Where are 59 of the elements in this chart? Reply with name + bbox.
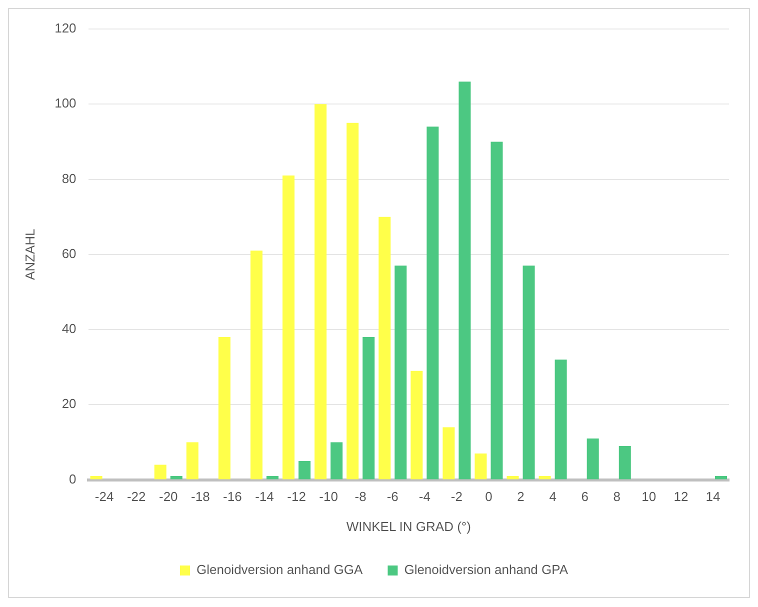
x-tick-label: -18 (191, 489, 210, 504)
x-tick-label: -6 (386, 489, 398, 504)
x-tick-label: -14 (255, 489, 274, 504)
bar (186, 442, 198, 480)
x-tick-label: -10 (319, 489, 338, 504)
x-tick-label: -4 (418, 489, 430, 504)
x-tick-label: 2 (517, 489, 524, 504)
x-tick-label: 14 (706, 489, 720, 504)
x-tick-label: -8 (354, 489, 366, 504)
bar (394, 266, 407, 480)
y-tick-label: 80 (62, 170, 76, 186)
x-tick-label: -2 (450, 489, 462, 504)
x-tick-label: 0 (485, 489, 492, 504)
legend-label: Glenoidversion anhand GPA (404, 562, 568, 578)
x-tick-label: -20 (158, 489, 178, 504)
x-tick-label: 12 (674, 489, 688, 504)
bar (458, 82, 471, 480)
bar (538, 476, 551, 480)
y-tick-label: 60 (62, 246, 76, 261)
bar (170, 476, 182, 480)
x-tick-label: 8 (613, 489, 620, 504)
y-axis-title: ANZAHL (22, 228, 38, 280)
bar (378, 216, 391, 480)
x-tick-label: 4 (549, 489, 556, 504)
y-tick-label: 100 (54, 96, 76, 111)
bar (250, 250, 262, 480)
bar (90, 476, 102, 480)
bar (282, 176, 295, 480)
bar (346, 122, 359, 480)
bar (554, 360, 567, 480)
x-tick-label: 6 (581, 489, 588, 504)
bar (506, 476, 519, 480)
bar (426, 126, 439, 480)
bar (442, 427, 455, 480)
bar (154, 464, 166, 480)
legend-label: Glenoidversion anhand GGA (196, 562, 364, 578)
bar (330, 442, 343, 480)
bar (474, 454, 487, 480)
bar (522, 266, 535, 480)
x-tick-label: -16 (223, 489, 242, 504)
bar (490, 142, 503, 480)
y-tick-label: 40 (62, 321, 76, 336)
bar (410, 370, 423, 480)
y-tick-label: 120 (54, 20, 76, 36)
x-tick-label: -22 (126, 489, 146, 504)
y-tick-label: 20 (62, 396, 76, 412)
bar (266, 476, 278, 480)
y-tick-label: 0 (69, 471, 76, 486)
bar (618, 446, 631, 480)
bar (218, 337, 230, 480)
x-tick-label: -24 (94, 489, 114, 504)
x-tick-label: -12 (287, 489, 306, 504)
bar (298, 461, 311, 480)
bar (586, 438, 599, 480)
bar (714, 476, 727, 480)
x-tick-label: 10 (642, 489, 656, 504)
x-axis-title: WINKEL IN GRAD (°) (346, 518, 471, 534)
bar (362, 337, 375, 480)
bar (314, 104, 327, 480)
